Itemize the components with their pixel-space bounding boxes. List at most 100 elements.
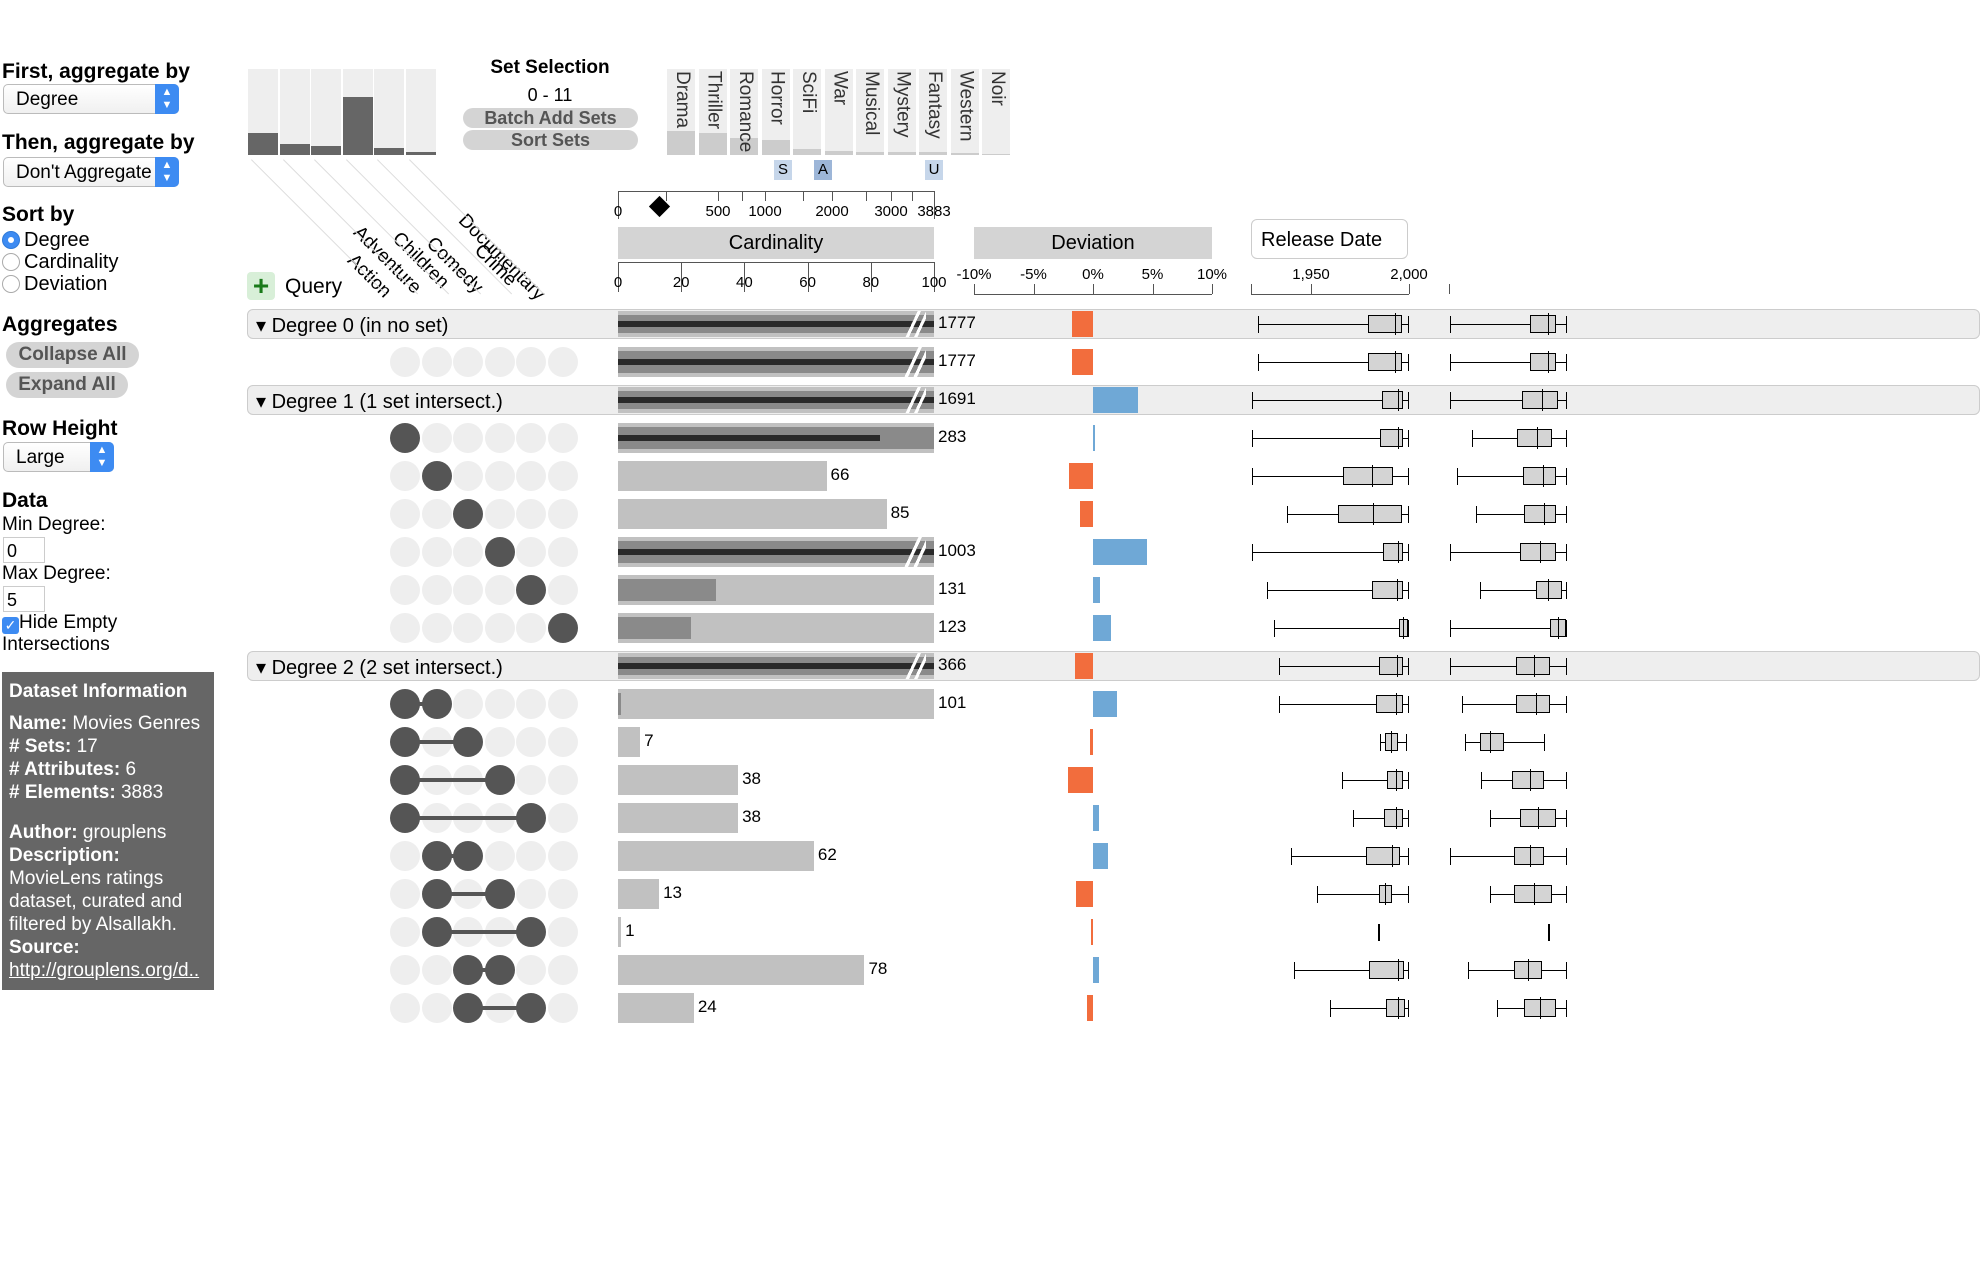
set-connector-line — [468, 1006, 531, 1010]
boxplot-whisker — [1465, 742, 1544, 743]
first-aggregate-select[interactable]: Degree ▲ ▼ — [3, 84, 179, 114]
aggregate-group-row[interactable]: ▾ Degree 2 (2 set intersect.) — [247, 651, 1980, 681]
boxplot-box — [1366, 847, 1400, 865]
deviation-bar — [1076, 881, 1093, 907]
max-degree-input[interactable]: 5 — [3, 586, 45, 612]
boxplot-whisker — [1258, 324, 1408, 325]
hide-empty-checkbox-row[interactable]: ✓ Hide Empty — [2, 612, 117, 634]
boxplot-max — [1408, 848, 1409, 865]
set-empty-dot — [390, 993, 420, 1023]
boxplot-box — [1383, 543, 1403, 561]
set-size-bar — [279, 144, 310, 155]
unused-set-size-bar — [667, 131, 695, 155]
batch-add-sets-button[interactable]: Batch Add Sets — [463, 108, 638, 128]
set-empty-dot — [421, 423, 452, 453]
unused-set-scifi[interactable]: SciFi — [793, 69, 821, 155]
unused-set-war[interactable]: War — [824, 69, 853, 155]
marker-a[interactable]: A — [814, 160, 832, 180]
boxplot-max — [1566, 696, 1567, 713]
source-label: Source: — [9, 937, 80, 958]
release-date-header[interactable]: Release Date — [1251, 219, 1408, 259]
unused-set-noir[interactable]: Noir — [982, 69, 1010, 155]
unused-set-fantasy[interactable]: Fantasy — [919, 69, 947, 155]
first-aggregate-label: First, aggregate by — [2, 60, 190, 83]
cardinality-bar — [618, 993, 694, 1023]
cardinality-count: 38 — [742, 807, 761, 826]
cardinality-tick — [934, 262, 935, 292]
set-empty-dot — [516, 727, 546, 757]
deviation-header[interactable]: Deviation — [974, 227, 1212, 259]
boxplot-median — [1398, 427, 1399, 449]
checkbox-checked-icon[interactable]: ✓ — [2, 617, 19, 634]
query-label[interactable]: Query — [285, 275, 343, 298]
boxplot-min — [1481, 772, 1482, 789]
cardinality-tick-label: 60 — [799, 274, 816, 291]
unused-set-label: Musical — [861, 71, 882, 136]
unused-set-mystery[interactable]: Mystery — [887, 69, 916, 155]
set-member-dot — [516, 575, 546, 605]
set-connector-line — [405, 702, 437, 706]
unused-set-thriller[interactable]: Thriller — [698, 69, 727, 155]
marker-u[interactable]: U — [925, 160, 943, 180]
plus-icon[interactable]: + — [247, 272, 275, 300]
unused-set-size-bar — [919, 152, 947, 155]
boxplot-whisker — [1450, 324, 1566, 325]
set-empty-dot — [484, 689, 515, 719]
group-label: ▾ Degree 2 (2 set intersect.) — [256, 657, 503, 679]
scale-tick-label: 0 — [613, 203, 623, 220]
unused-set-size-bar — [856, 152, 884, 155]
author-value: grouplens — [82, 822, 167, 843]
deviation-tick — [1033, 284, 1035, 294]
deviation-bar — [1093, 691, 1117, 717]
min-degree-input[interactable]: 0 — [3, 537, 45, 563]
sort-cardinality-radio[interactable]: Cardinality — [2, 250, 118, 274]
boxplot-box — [1338, 505, 1402, 523]
sort-degree-radio[interactable]: Degree — [2, 228, 90, 252]
scale-minor-tick — [718, 191, 719, 201]
set-empty-dot — [453, 461, 483, 491]
boxplot-median — [1373, 503, 1374, 525]
boxplot-median — [1528, 959, 1529, 981]
deviation-bar — [1069, 463, 1093, 489]
set-empty-dot — [547, 993, 578, 1023]
boxplot-box — [1387, 771, 1403, 789]
collapse-all-button[interactable]: Collapse All — [6, 342, 139, 368]
unused-set-musical[interactable]: Musical — [856, 69, 884, 155]
boxplot-whisker — [1480, 590, 1566, 591]
sort-deviation-radio[interactable]: Deviation — [2, 272, 107, 296]
set-connector-line — [436, 930, 531, 934]
set-size-tile[interactable] — [342, 69, 373, 155]
set-size-tile[interactable] — [374, 69, 404, 155]
unused-set-western[interactable]: Western — [950, 69, 979, 155]
set-size-tile[interactable] — [311, 69, 341, 155]
sort-degree-label: Degree — [24, 229, 90, 251]
expand-all-button[interactable]: Expand All — [6, 372, 128, 398]
cardinality-overflow-bar-2 — [618, 359, 934, 365]
set-empty-dot — [547, 575, 578, 605]
then-aggregate-select[interactable]: Don't Aggregate ▲ ▼ — [3, 157, 179, 187]
marker-s[interactable]: S — [774, 160, 792, 180]
unused-set-drama[interactable]: Drama — [667, 69, 695, 155]
set-size-tile[interactable] — [279, 69, 310, 155]
scale-tick-label: 2000 — [815, 203, 849, 220]
unused-set-romance[interactable]: Romance — [730, 69, 758, 155]
boxplot-box — [1530, 353, 1556, 371]
cardinality-header[interactable]: Cardinality — [618, 227, 934, 259]
set-empty-dot — [484, 423, 515, 453]
set-size-tile[interactable] — [248, 69, 278, 155]
set-empty-dot — [516, 461, 546, 491]
unused-set-size-bar — [698, 133, 727, 155]
aggregate-group-row[interactable]: ▾ Degree 0 (in no set) — [247, 309, 1980, 339]
set-member-dot — [547, 613, 578, 643]
scale-tick-label: 3000 — [874, 203, 908, 220]
source-link[interactable]: http://grouplens.org/d.. — [9, 960, 200, 981]
boxplot-max — [1408, 316, 1409, 333]
set-size-tile[interactable] — [405, 69, 436, 155]
sort-sets-button[interactable]: Sort Sets — [463, 130, 638, 150]
cardinality-axis — [618, 262, 934, 263]
row-height-select[interactable]: Large ▲ ▼ — [3, 442, 114, 472]
set-empty-dot — [484, 841, 515, 871]
boxplot-box — [1376, 695, 1403, 713]
unused-set-horror[interactable]: Horror — [761, 69, 790, 155]
boxplot-min — [1490, 810, 1491, 827]
